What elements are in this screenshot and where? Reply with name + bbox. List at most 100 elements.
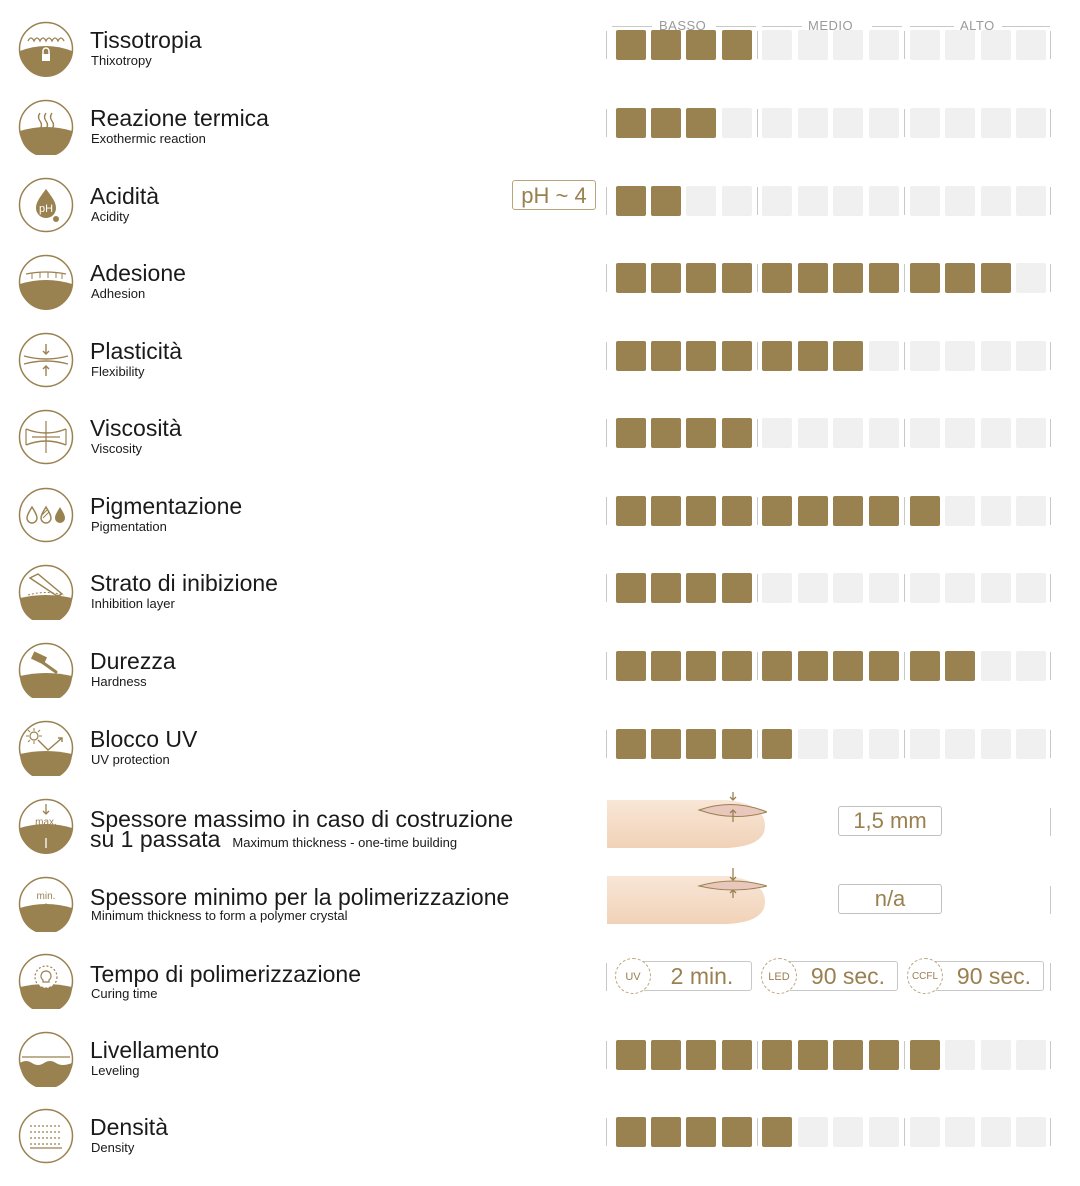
level-divider — [1050, 652, 1051, 680]
level-step-filled — [651, 496, 681, 526]
level-divider — [606, 497, 607, 525]
level-divider — [606, 574, 607, 602]
level-step-filled — [616, 186, 646, 216]
scale-line — [716, 26, 756, 27]
level-divider — [757, 187, 758, 215]
thickness-min-value: n/a — [838, 884, 942, 914]
level-step-filled — [762, 341, 792, 371]
level-step-empty — [910, 1117, 940, 1147]
property-subtitle: Hardness — [91, 674, 147, 689]
property-subtitle: Inhibition layer — [91, 596, 175, 611]
property-row: Viscosità Viscosity — [0, 399, 1080, 477]
level-step-filled — [651, 418, 681, 448]
level-step-filled — [722, 573, 752, 603]
uv-sun-icon — [18, 720, 74, 776]
level-step-filled — [945, 651, 975, 681]
level-step-empty — [945, 1040, 975, 1070]
level-step-filled — [651, 263, 681, 293]
thixotropy-icon — [18, 21, 74, 77]
level-step-filled — [616, 573, 646, 603]
level-divider — [606, 264, 607, 292]
property-subtitle: Acidity — [91, 209, 130, 224]
level-step-filled — [762, 496, 792, 526]
level-step-empty — [798, 108, 828, 138]
level-step-filled — [616, 263, 646, 293]
property-row: Tissotropia Thixotropy — [0, 11, 1080, 89]
leveling-icon — [18, 1031, 74, 1087]
level-step-filled — [616, 418, 646, 448]
level-step-empty — [798, 30, 828, 60]
row-divider — [1050, 963, 1051, 991]
level-divider — [757, 574, 758, 602]
level-step-empty — [1016, 1117, 1046, 1147]
property-title: Viscosità — [90, 415, 182, 441]
level-step-filled — [722, 1117, 752, 1147]
property-title: Tissotropia — [90, 27, 202, 53]
property-subtitle: Viscosity — [91, 441, 143, 456]
level-step-filled — [833, 1040, 863, 1070]
level-step-filled — [833, 341, 863, 371]
level-step-empty — [869, 108, 899, 138]
level-step-filled — [762, 1040, 792, 1070]
level-step-filled — [798, 1040, 828, 1070]
level-divider — [904, 1041, 905, 1069]
level-step-filled — [722, 729, 752, 759]
level-step-filled — [833, 263, 863, 293]
level-step-empty — [981, 573, 1011, 603]
level-step-empty — [833, 729, 863, 759]
level-step-empty — [945, 30, 975, 60]
property-title: Pigmentazione — [90, 493, 243, 519]
property-row: Reazione termica Exothermic reaction — [0, 89, 1080, 167]
property-row: Pigmentazione Pigmentation — [0, 477, 1080, 555]
level-divider — [606, 342, 607, 370]
level-step-filled — [762, 1117, 792, 1147]
level-step-empty — [981, 1117, 1011, 1147]
curing-time-value: 90 sec. — [956, 963, 1032, 989]
level-divider — [757, 264, 758, 292]
level-step-empty — [981, 729, 1011, 759]
level-step-filled — [833, 651, 863, 681]
density-icon — [18, 1108, 74, 1164]
level-divider — [904, 109, 905, 137]
level-step-filled — [686, 496, 716, 526]
property-subtitle: Leveling — [91, 1063, 140, 1078]
level-divider — [757, 730, 758, 758]
property-title: Plasticità — [90, 338, 183, 364]
level-step-filled — [798, 496, 828, 526]
level-step-filled — [945, 263, 975, 293]
level-step-filled — [686, 573, 716, 603]
level-step-empty — [1016, 729, 1046, 759]
level-step-empty — [981, 496, 1011, 526]
level-divider — [904, 730, 905, 758]
level-step-empty — [798, 186, 828, 216]
level-step-empty — [910, 418, 940, 448]
level-step-filled — [686, 729, 716, 759]
level-step-filled — [616, 30, 646, 60]
flexibility-icon — [18, 332, 74, 388]
level-step-empty — [722, 186, 752, 216]
level-step-filled — [686, 108, 716, 138]
level-divider — [904, 342, 905, 370]
property-row: Densità Density — [0, 1098, 1080, 1176]
icon-label: min. — [37, 891, 56, 902]
level-step-empty — [833, 108, 863, 138]
level-step-empty — [981, 651, 1011, 681]
level-divider — [606, 652, 607, 680]
level-step-empty — [722, 108, 752, 138]
level-divider — [606, 109, 607, 137]
level-step-filled — [616, 1040, 646, 1070]
thickness-min-row: min. Spessore minimo per la polimerizzaz… — [0, 866, 1080, 944]
level-step-empty — [1016, 108, 1046, 138]
level-step-filled — [616, 108, 646, 138]
level-divider — [1050, 264, 1051, 292]
level-step-filled — [722, 341, 752, 371]
curing-time-ccfl: CCFL 90 sec. — [907, 958, 1044, 994]
level-divider — [606, 187, 607, 215]
level-step-filled — [651, 651, 681, 681]
level-step-empty — [981, 418, 1011, 448]
property-subtitle: Minimum thickness to form a polymer crys… — [91, 908, 348, 923]
property-subtitle: Curing time — [91, 986, 158, 1001]
level-step-empty — [762, 108, 792, 138]
level-step-filled — [686, 263, 716, 293]
scale-line — [910, 26, 954, 27]
